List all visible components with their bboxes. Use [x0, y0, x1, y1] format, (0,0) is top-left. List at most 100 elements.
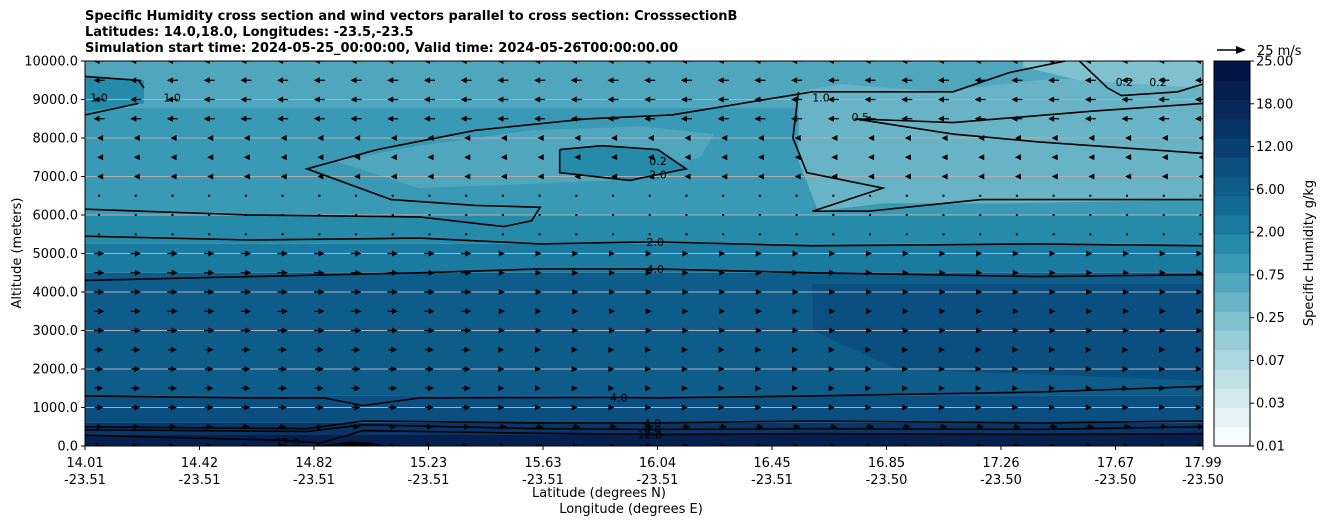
wind-vector-head [428, 308, 435, 315]
wind-vector-head [939, 327, 946, 334]
wind-vector-head [240, 96, 247, 103]
wind-vector [1162, 233, 1165, 236]
colorbar-tick-label: 0.25 [1256, 311, 1285, 326]
wind-vector-head [460, 77, 467, 84]
wind-vector-head [864, 115, 871, 122]
colorbar-swatch [1214, 80, 1250, 100]
wind-vector-head [465, 308, 472, 315]
wind-vector-head [391, 289, 398, 295]
wind-vector-head [281, 250, 288, 257]
wind-vector-head [134, 308, 141, 315]
wind-vector-head [976, 327, 983, 334]
wind-vector-head [718, 346, 725, 353]
wind-vector [281, 233, 284, 236]
colorbar-tick-label: 6.00 [1256, 183, 1285, 198]
wind-vector-head [350, 96, 357, 103]
wind-vector-head [317, 423, 324, 430]
wind-vector-head [1088, 423, 1095, 430]
wind-vector-head [940, 443, 947, 446]
wind-vector-head [974, 77, 981, 84]
wind-vector-head [828, 366, 835, 372]
wind-vector-head [571, 404, 578, 411]
wind-vector-head [317, 154, 324, 161]
colorbar-swatch [1214, 176, 1250, 197]
wind-vector [832, 214, 835, 216]
wind-vector-head [717, 61, 724, 64]
wind-vector-head [313, 115, 320, 122]
wind-vector-head [389, 443, 396, 446]
wind-vector-head [1122, 289, 1129, 295]
wind-vector-head [391, 385, 398, 392]
wind-vector-head [354, 366, 361, 372]
wind-vector-head [313, 77, 320, 84]
wind-vector-head [572, 269, 579, 276]
wind-vector-head [97, 385, 104, 392]
humidity-patch [812, 284, 1203, 381]
wind-vector-head [570, 115, 577, 122]
wind-vector-head [245, 308, 252, 315]
wind-vector-head [355, 327, 362, 334]
wind-vector-head [975, 385, 982, 392]
wind-vector-head [868, 154, 875, 161]
wind-vector-head [497, 96, 504, 103]
wind-vector-head [534, 115, 541, 122]
wind-vector-head [98, 308, 105, 315]
wind-vector-head [1124, 423, 1131, 430]
wind-vector-head [1194, 61, 1201, 64]
wind-vector-head [1051, 423, 1058, 430]
wind-vector-head [93, 115, 100, 122]
wind-vector-head [426, 443, 433, 446]
wind-vector-head [1122, 404, 1129, 411]
wind-vector-head [207, 423, 214, 430]
wind-vector-head [350, 77, 357, 84]
wind-vector-head [423, 61, 430, 64]
wind-vector-head [791, 404, 798, 411]
wind-vector-head [134, 269, 141, 276]
wind-vector-head [645, 404, 652, 411]
contour-line [85, 429, 1203, 444]
wind-vector-head [1158, 115, 1165, 122]
contour-line [558, 144, 689, 182]
wind-vector-head [757, 423, 764, 430]
wind-vector-head [535, 308, 542, 315]
wind-vector-head [901, 96, 908, 103]
wind-vector-head [1012, 250, 1019, 257]
wind-vector-head [1048, 115, 1055, 122]
wind-vector [685, 214, 688, 216]
wind-vector-head [390, 154, 397, 161]
x-axis-label-lat: Latitude (degrees N) [532, 486, 666, 501]
wind-vector-head [1159, 327, 1166, 334]
wind-vector-head [645, 385, 652, 392]
wind-vectors [93, 61, 1203, 446]
wind-vector [1126, 194, 1129, 197]
wind-vector [905, 194, 908, 197]
wind-vector-head [317, 346, 324, 353]
wind-vector-head [1159, 385, 1166, 392]
x-tick-label-lat: 14.42 [181, 456, 218, 471]
wind-vector-head [978, 423, 985, 430]
wind-vector-head [794, 173, 801, 180]
wind-vector-head [428, 289, 435, 295]
wind-vector-head [868, 173, 875, 180]
wind-vector [318, 194, 321, 197]
wind-vector-head [570, 61, 577, 64]
wind-vector-head [464, 366, 471, 372]
wind-vector-head [680, 96, 687, 103]
wind-vector-head [683, 443, 690, 446]
y-tick-label: 4000.0 [33, 286, 79, 301]
wind-vector-head [684, 173, 691, 180]
wind-vector-head [93, 96, 100, 103]
humidity-patch [312, 441, 386, 446]
wind-vector-head [1122, 269, 1129, 276]
wind-vector-head [464, 173, 471, 180]
colorbar-swatch [1214, 253, 1250, 274]
y-tick-label: 9000.0 [33, 93, 79, 108]
wind-vector-head [902, 404, 909, 411]
wind-vector-head [535, 327, 542, 334]
wind-vector-head [755, 346, 762, 353]
wind-vector-head [205, 443, 212, 446]
wind-vector-head [1125, 173, 1132, 180]
wind-vector-head [974, 61, 981, 64]
wind-vector-head [644, 77, 651, 84]
